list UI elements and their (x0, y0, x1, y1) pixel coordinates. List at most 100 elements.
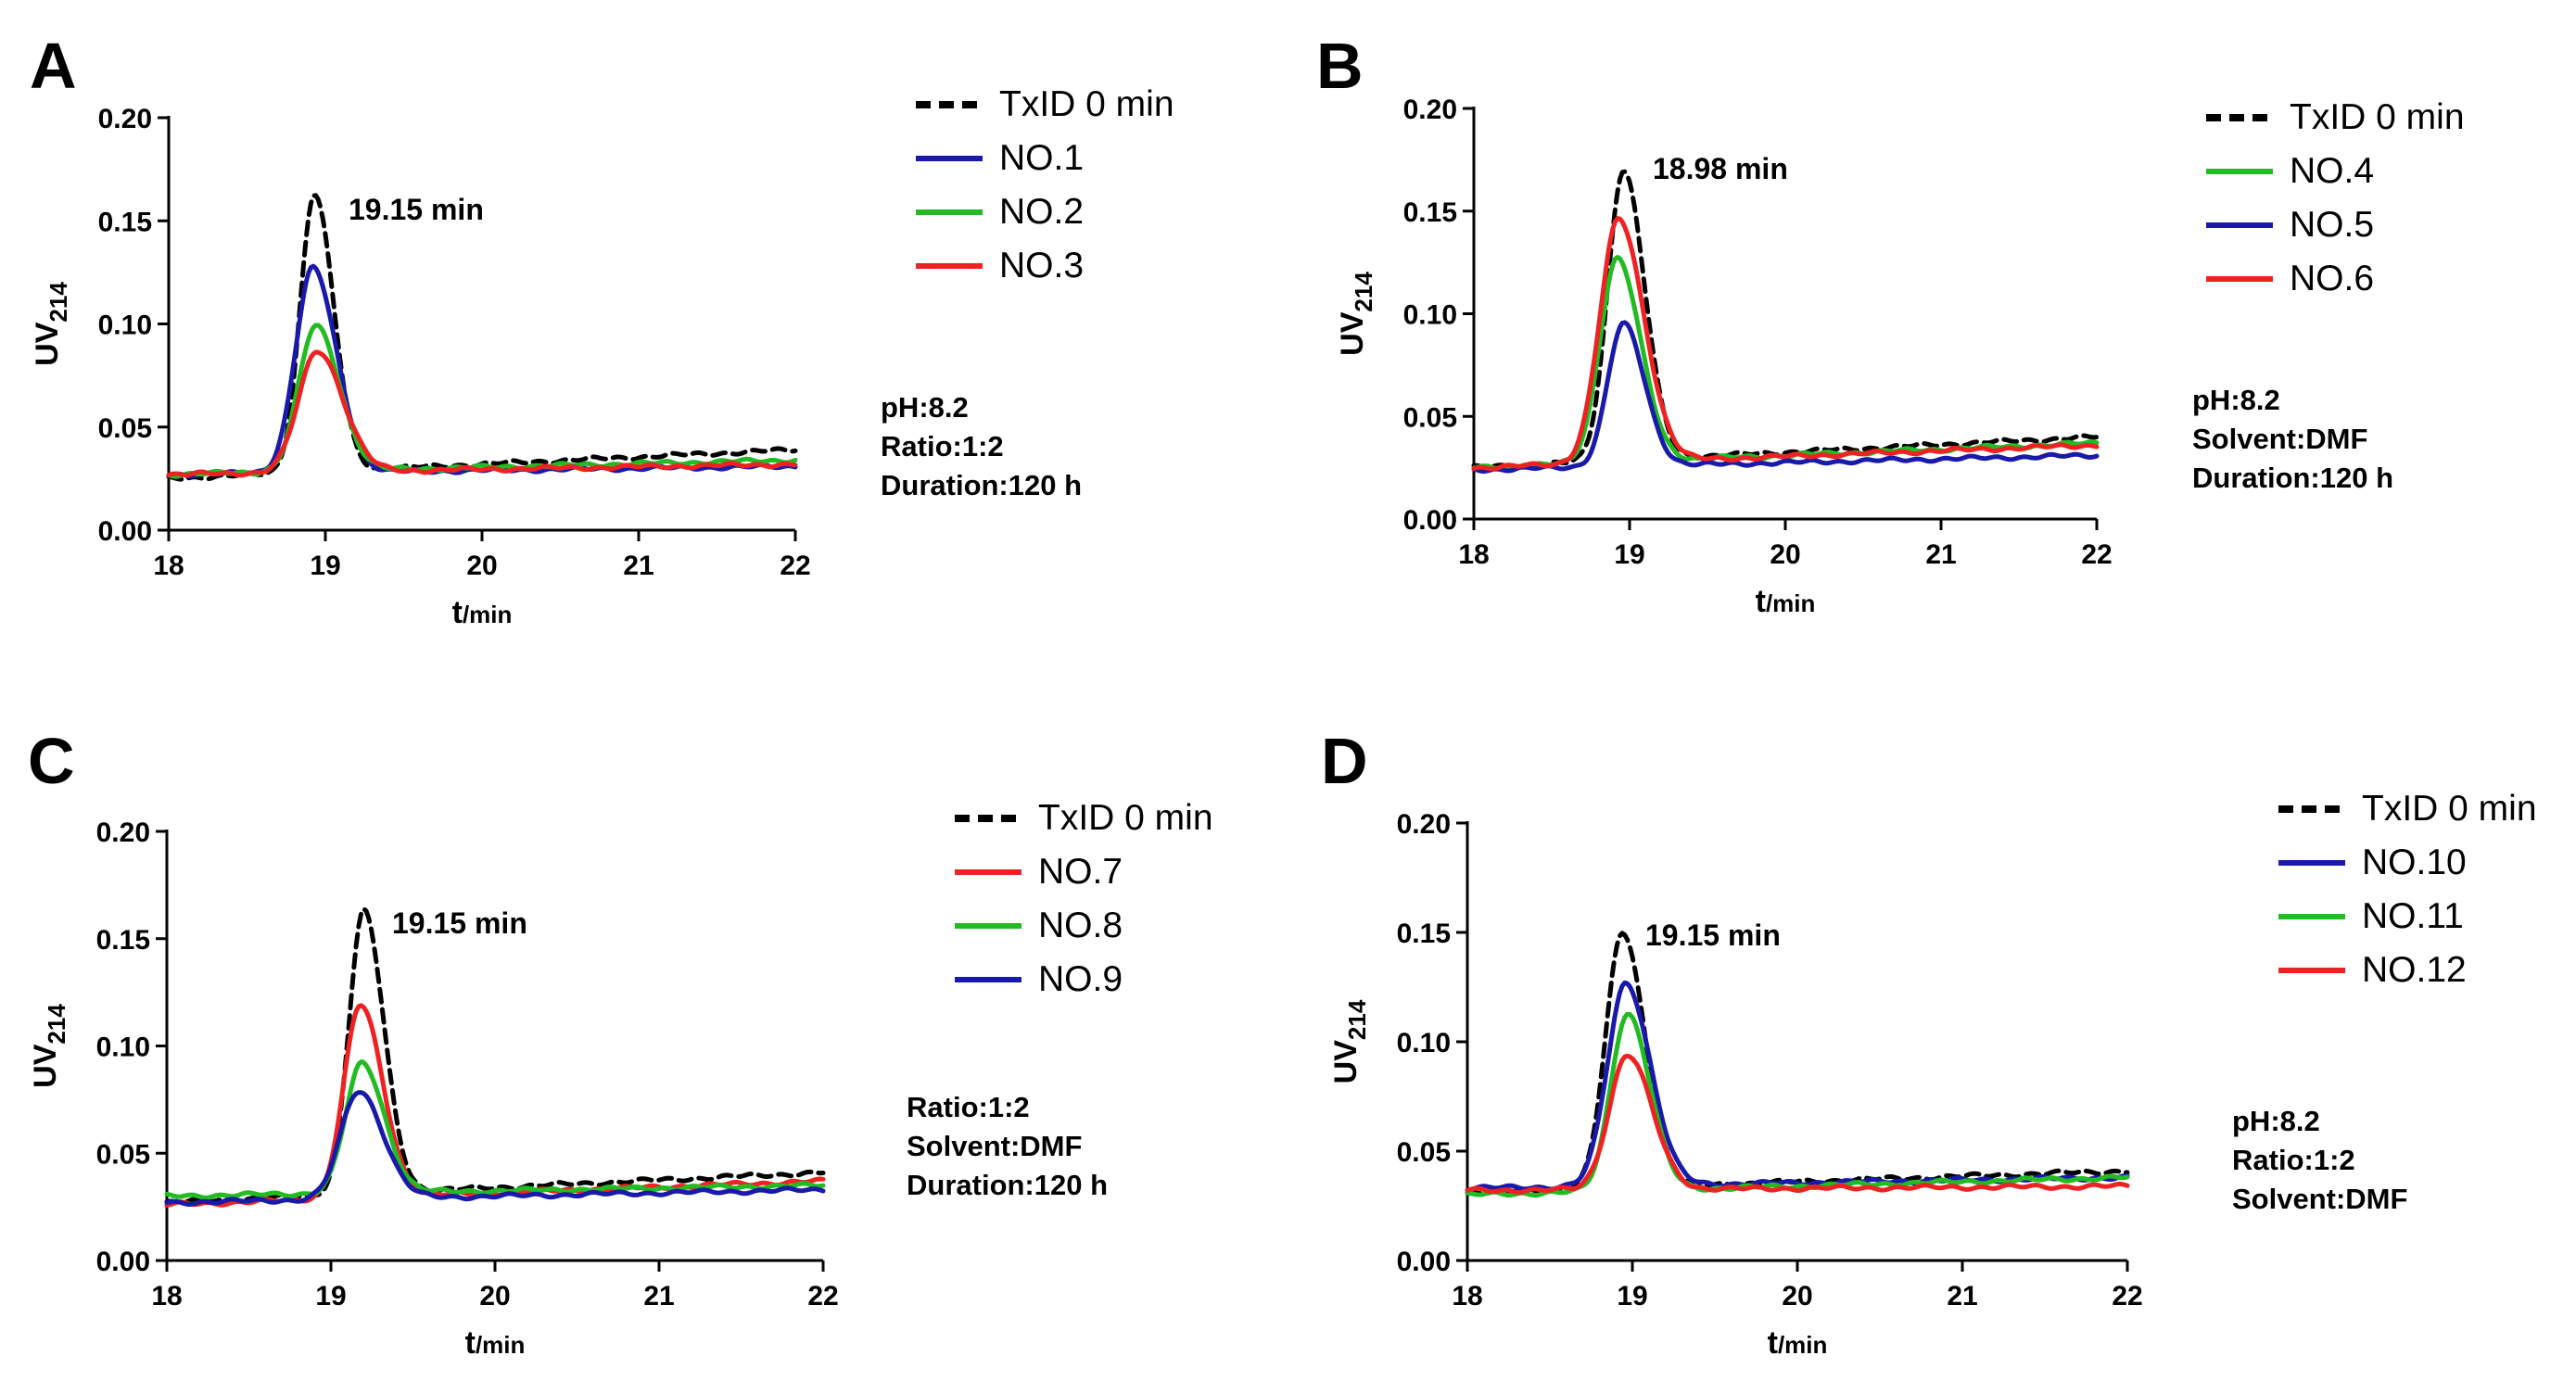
condition-line: pH:8.2 (2232, 1105, 2320, 1137)
y-tick-label: 0.20 (96, 817, 150, 848)
condition-line: Ratio:1:2 (2232, 1144, 2355, 1176)
series-line-no-11 (1465, 1011, 2130, 1198)
legend-label: NO.12 (2362, 950, 2467, 990)
legend-label: TxID 0 min (2362, 789, 2537, 829)
legend-label: NO.10 (2362, 843, 2467, 882)
x-tick-label: 22 (2112, 1281, 2142, 1311)
x-tick-label: 21 (623, 551, 654, 581)
condition-line: Solvent:DMF (2192, 423, 2367, 455)
legend-label: NO.9 (1038, 959, 1123, 999)
legend-label: NO.1 (999, 138, 1084, 178)
x-tick-label: 20 (1782, 1281, 1812, 1311)
x-tick-label: 20 (1770, 539, 1800, 570)
condition-line: Solvent:DMF (2232, 1183, 2407, 1215)
y-tick-label: 0.15 (1403, 197, 1457, 228)
panel-letter: D (1321, 725, 1368, 797)
y-tick-label: 0.15 (1397, 919, 1451, 949)
y-tick-label: 0.10 (96, 1033, 150, 1063)
series-line-no-1 (166, 263, 798, 479)
x-tick-label: 18 (1458, 539, 1489, 570)
y-tick-label: 0.20 (1403, 95, 1457, 125)
legend-label: NO.8 (1038, 906, 1123, 945)
condition-line: Ratio:1:2 (881, 430, 1004, 462)
series-line-no-4 (1471, 255, 2100, 472)
panel-letter: B (1316, 30, 1364, 102)
y-axis-title: UV214 (30, 282, 72, 366)
y-tick-label: 0.05 (1397, 1137, 1451, 1168)
legend-label: NO.4 (2290, 151, 2374, 191)
legend-label: NO.6 (2290, 259, 2374, 298)
x-tick-label: 22 (807, 1281, 838, 1311)
peak-time-label: 18.98 min (1653, 152, 1788, 185)
series-line-no-3 (166, 349, 798, 478)
peak-time-label: 19.15 min (349, 193, 484, 226)
y-tick-label: 0.00 (1403, 505, 1457, 536)
y-axis-title: UV214 (1335, 272, 1377, 356)
legend-label: TxID 0 min (999, 84, 1174, 124)
series-line-no-5 (1471, 320, 2100, 475)
conditions-text: pH:8.2 Ratio:1:2 Solvent:DMF (2232, 1105, 2407, 1215)
condition-line: Ratio:1:2 (907, 1091, 1030, 1123)
x-axis-title: t/min (465, 1325, 526, 1361)
legend: TxID 0 min NO.1 NO.2 NO.3 (916, 84, 1174, 285)
x-axis-title: t/min (1756, 584, 1816, 619)
panel-letter: C (28, 725, 75, 797)
x-tick-label: 18 (1452, 1281, 1482, 1311)
series-line-no-8 (164, 1059, 826, 1200)
legend: TxID 0 min NO.7 NO.8 NO.9 (955, 798, 1213, 999)
x-tick-label: 19 (1617, 1281, 1647, 1311)
series-line-no-12 (1465, 1053, 2130, 1196)
legend-label: NO.3 (999, 246, 1084, 285)
series-line-txid-0-min (164, 906, 826, 1205)
x-axis-title: t/min (452, 595, 513, 630)
x-tick-label: 19 (1614, 539, 1644, 570)
condition-line: pH:8.2 (881, 391, 969, 424)
panel-b: B 0.00 0.05 0.10 0.15 0.20 18 19 20 21 22 UV214 t/mi… (1316, 30, 2465, 619)
legend: TxID 0 min NO.10 NO.11 NO.12 (2278, 789, 2537, 990)
series-line-no-10 (1465, 980, 2130, 1193)
y-tick-label: 0.20 (98, 104, 152, 134)
x-tick-label: 22 (780, 551, 810, 581)
panel-c: C 0.00 0.05 0.10 0.15 0.20 18 19 20 21 22 UV214 t/mi… (28, 725, 1213, 1361)
y-tick-label: 0.00 (96, 1247, 150, 1277)
panel-letter: A (30, 30, 77, 102)
conditions-text: pH:8.2 Solvent:DMF Duration:120 h (2192, 384, 2393, 494)
condition-line: Duration:120 h (881, 469, 1082, 501)
conditions-text: pH:8.2 Ratio:1:2 Duration:120 h (881, 391, 1082, 501)
series-line-txid-0-min (1465, 931, 2130, 1197)
x-tick-label: 21 (643, 1281, 674, 1311)
y-tick-label: 0.00 (98, 516, 152, 547)
y-tick-label: 0.15 (96, 925, 150, 956)
panel-a: A 0.00 0.05 0.10 0.15 0.20 18 19 20 21 22 UV214 t/mi… (30, 30, 1174, 630)
condition-line: pH:8.2 (2192, 384, 2280, 416)
x-tick-label: 18 (153, 551, 184, 581)
x-tick-label: 19 (315, 1281, 346, 1311)
peak-time-label: 19.15 min (392, 906, 527, 940)
series-line-txid-0-min (166, 193, 798, 482)
x-tick-label: 20 (479, 1281, 510, 1311)
conditions-text: Ratio:1:2 Solvent:DMF Duration:120 h (907, 1091, 1108, 1201)
peak-time-label: 19.15 min (1645, 919, 1781, 952)
condition-line: Duration:120 h (907, 1169, 1108, 1201)
series-line-no-6 (1471, 216, 2100, 472)
y-tick-label: 0.20 (1397, 809, 1451, 840)
legend-label: NO.5 (2290, 205, 2374, 245)
x-tick-label: 18 (151, 1281, 182, 1311)
y-axis-title: UV214 (28, 1004, 70, 1088)
legend: TxID 0 min NO.4 NO.5 NO.6 (2206, 97, 2465, 298)
condition-line: Duration:120 h (2192, 462, 2393, 494)
legend-label: TxID 0 min (1038, 798, 1213, 838)
legend-label: NO.7 (1038, 852, 1123, 892)
x-tick-label: 22 (2081, 539, 2112, 570)
y-tick-label: 0.15 (98, 207, 152, 237)
y-tick-label: 0.10 (1397, 1028, 1451, 1058)
x-tick-label: 21 (1925, 539, 1956, 570)
x-axis-title: t/min (1768, 1325, 1828, 1361)
y-tick-label: 0.00 (1397, 1247, 1451, 1277)
series-line-txid-0-min (1471, 169, 2100, 471)
condition-line: Solvent:DMF (907, 1130, 1082, 1162)
y-tick-label: 0.10 (98, 310, 152, 341)
series-line-no-9 (164, 1090, 826, 1207)
y-tick-label: 0.05 (98, 413, 152, 444)
